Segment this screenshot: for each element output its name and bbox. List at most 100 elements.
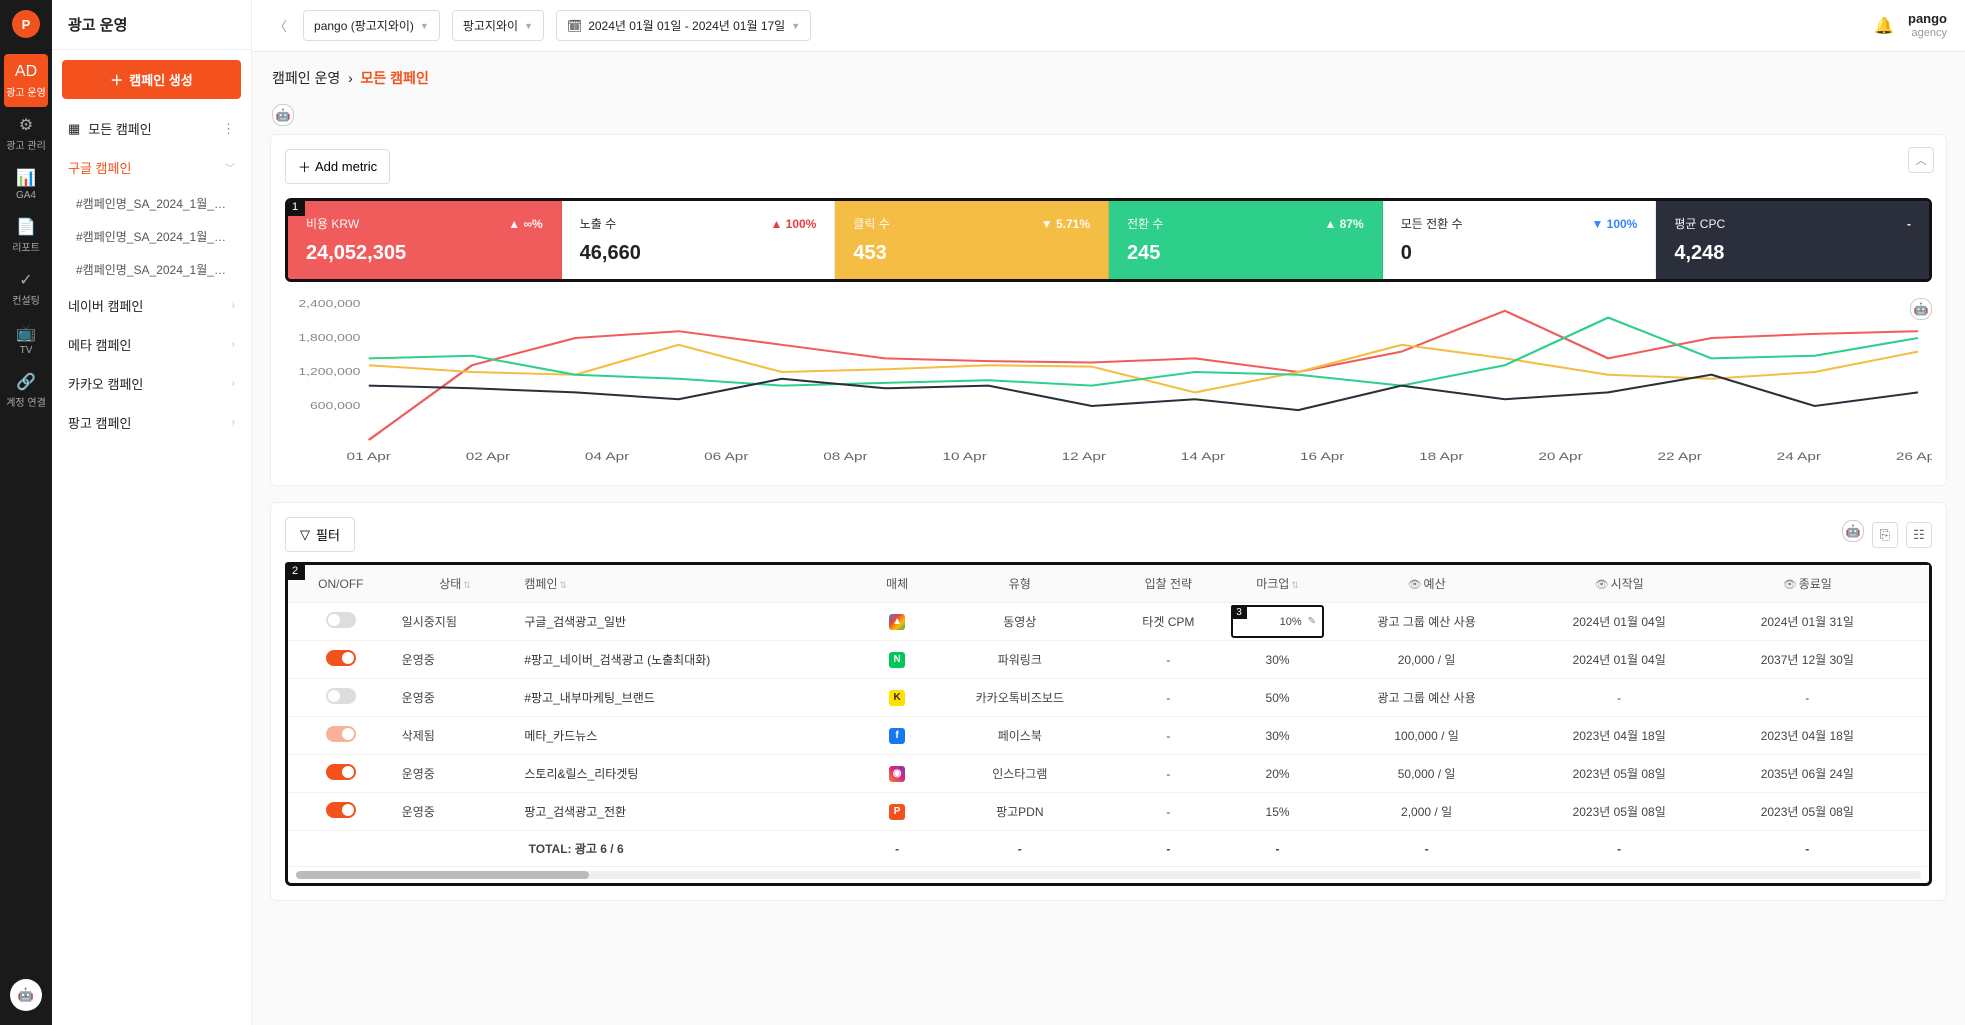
- rail-item-0[interactable]: AD광고 운영: [4, 54, 48, 107]
- col-header[interactable]: 유형: [930, 565, 1110, 603]
- type-cell: 파워링크: [930, 641, 1110, 679]
- rail-item-3[interactable]: 📄리포트: [0, 209, 52, 262]
- start-cell: 2024년 01월 04일: [1525, 641, 1713, 679]
- metric-title: 비용 KRW: [306, 215, 359, 232]
- user-menu[interactable]: pango agency: [1908, 11, 1947, 40]
- download-button[interactable]: ⎘: [1872, 522, 1898, 548]
- col-header[interactable]: 👁종료일: [1713, 565, 1901, 603]
- filter-label: 필터: [316, 525, 340, 544]
- bell-icon[interactable]: 🔔: [1874, 16, 1894, 36]
- account-label: pango (팡고지와이): [314, 17, 414, 34]
- account-selector[interactable]: pango (팡고지와이)▼: [303, 10, 440, 41]
- media-icon: P: [889, 804, 905, 820]
- table-row: 운영중 #팡고_네이버_검색광고 (노출최대화) N 파워링크 - 30% 20…: [288, 641, 1929, 679]
- col-header[interactable]: 캠페인⇅: [516, 565, 864, 603]
- rail-icon: AD: [16, 62, 36, 82]
- start-cell: 2023년 04월 18일: [1525, 717, 1713, 755]
- sidebar-all-campaigns[interactable]: ▦모든 캠페인 ⋮: [52, 109, 251, 148]
- campaign-name[interactable]: 구글_검색광고_일반: [516, 603, 864, 641]
- metric-card[interactable]: 모든 전환 수▼ 100%0: [1383, 201, 1657, 279]
- svg-text:2,400,000: 2,400,000: [298, 298, 360, 309]
- user-name: pango: [1908, 11, 1947, 27]
- rail-icon: ✓: [16, 270, 36, 290]
- bid-cell: 타겟 CPM: [1110, 603, 1227, 641]
- toggle[interactable]: [326, 650, 356, 666]
- more-icon[interactable]: ⋮: [222, 121, 235, 137]
- add-metric-label: Add metric: [315, 159, 377, 174]
- campaign-name[interactable]: #팡고_네이버_검색광고 (노출최대화): [516, 641, 864, 679]
- eye-icon: 👁: [1783, 579, 1797, 591]
- campaign-name[interactable]: #팡고_내부마케팅_브랜드: [516, 679, 864, 717]
- metric-card[interactable]: 평균 CPC -4,248: [1656, 201, 1929, 279]
- sidebar-group[interactable]: 네이버 캠페인›: [52, 286, 251, 325]
- markup-editor[interactable]: 310%✎: [1231, 605, 1324, 638]
- col-header[interactable]: 👁시작일: [1525, 565, 1713, 603]
- date-range-selector[interactable]: 🗓2024년 01월 01일 - 2024년 01월 17일▼: [556, 10, 811, 41]
- media-icon: N: [889, 652, 905, 668]
- sidebar-sub-item[interactable]: #캠페인명_SA_2024_1월_신년...: [52, 253, 251, 286]
- col-header[interactable]: 👁예산: [1328, 565, 1525, 603]
- svg-text:1,200,000: 1,200,000: [298, 366, 360, 378]
- media-icon: K: [889, 690, 905, 706]
- type-cell: 인스타그램: [930, 755, 1110, 793]
- total-row: TOTAL: 광고 6 / 6-------: [288, 831, 1929, 867]
- campaign-table: 2 ON/OFF상태⇅캠페인⇅매체유형입찰 전략마크업⇅👁예산👁시작일👁종료일 …: [285, 562, 1932, 886]
- campaign-name[interactable]: 메타_카드뉴스: [516, 717, 864, 755]
- sidebar-sub-item[interactable]: #캠페인명_SA_2024_1월_신년...: [52, 220, 251, 253]
- campaign-name[interactable]: 팡고_검색광고_전환: [516, 793, 864, 831]
- col-header[interactable]: 매체: [864, 565, 930, 603]
- metric-cards: 1 비용 KRW▲ ∞%24,052,305노출 수▲ 100%46,660클릭…: [285, 198, 1932, 282]
- metric-card[interactable]: 전환 수▲ 87%245: [1109, 201, 1383, 279]
- chevron-icon: ﹀: [225, 160, 235, 175]
- create-campaign-label: 캠페인 생성: [129, 70, 192, 89]
- sidebar-title: 광고 운영: [52, 0, 251, 50]
- collapse-panel-button[interactable]: ︿: [1908, 147, 1934, 173]
- campaign-name[interactable]: 스토리&릴스_리타겟팅: [516, 755, 864, 793]
- metric-card[interactable]: 클릭 수▼ 5.71%453: [835, 201, 1109, 279]
- rail-avatar[interactable]: 🤖: [10, 979, 42, 1011]
- sidebar-group[interactable]: 팡고 캠페인›: [52, 403, 251, 442]
- brand-selector[interactable]: 팡고지와이▼: [452, 10, 544, 41]
- col-header[interactable]: 마크업⇅: [1227, 565, 1328, 603]
- rail-item-6[interactable]: 🔗계정 연결: [0, 364, 52, 417]
- end-cell: 2035년 06월 24일: [1713, 755, 1901, 793]
- media-icon: ▲: [889, 614, 905, 630]
- add-metric-button[interactable]: ＋ Add metric: [285, 149, 390, 184]
- start-cell: 2023년 05월 08일: [1525, 755, 1713, 793]
- svg-text:26 Apr: 26 Apr: [1896, 450, 1932, 462]
- metric-pct: ▼ 5.71%: [1041, 217, 1090, 231]
- metric-card[interactable]: 비용 KRW▲ ∞%24,052,305: [288, 201, 562, 279]
- rail-item-5[interactable]: 📺TV: [0, 315, 52, 364]
- rail-icon: 📺: [16, 323, 36, 343]
- sidebar-group[interactable]: 구글 캠페인﹀: [52, 148, 251, 187]
- rail-item-1[interactable]: ⚙광고 관리: [0, 107, 52, 160]
- end-cell: 2023년 04월 18일: [1713, 717, 1901, 755]
- toggle[interactable]: [326, 688, 356, 704]
- toggle[interactable]: [326, 764, 356, 780]
- logo-icon: P: [12, 10, 40, 38]
- rail-label: 리포트: [12, 239, 40, 254]
- annotation-badge-3: 3: [1231, 605, 1247, 619]
- sidebar-group[interactable]: 카카오 캠페인›: [52, 364, 251, 403]
- rail-item-2[interactable]: 📊GA4: [0, 160, 52, 209]
- bid-cell: -: [1110, 755, 1227, 793]
- horizontal-scrollbar[interactable]: [296, 871, 1921, 879]
- rail-item-4[interactable]: ✓컨설팅: [0, 262, 52, 315]
- svg-text:02 Apr: 02 Apr: [466, 450, 511, 462]
- collapse-sidebar-icon[interactable]: 〈: [270, 16, 291, 35]
- eye-icon: 👁: [1408, 579, 1422, 591]
- columns-button[interactable]: ☷: [1906, 522, 1932, 548]
- sidebar-sub-item[interactable]: #캠페인명_SA_2024_1월_신년...: [52, 187, 251, 220]
- budget-cell: 2,000 / 일: [1328, 793, 1525, 831]
- col-header[interactable]: 입찰 전략: [1110, 565, 1227, 603]
- toggle[interactable]: [326, 612, 356, 628]
- metric-card[interactable]: 노출 수▲ 100%46,660: [562, 201, 836, 279]
- col-header[interactable]: 상태⇅: [394, 565, 517, 603]
- toggle[interactable]: [326, 726, 356, 742]
- filter-button[interactable]: ▽필터: [285, 517, 355, 552]
- chevron-icon: ›: [232, 339, 235, 350]
- create-campaign-button[interactable]: ＋ 캠페인 생성: [62, 60, 241, 99]
- sidebar-group[interactable]: 메타 캠페인›: [52, 325, 251, 364]
- svg-text:1,800,000: 1,800,000: [298, 332, 360, 344]
- toggle[interactable]: [326, 802, 356, 818]
